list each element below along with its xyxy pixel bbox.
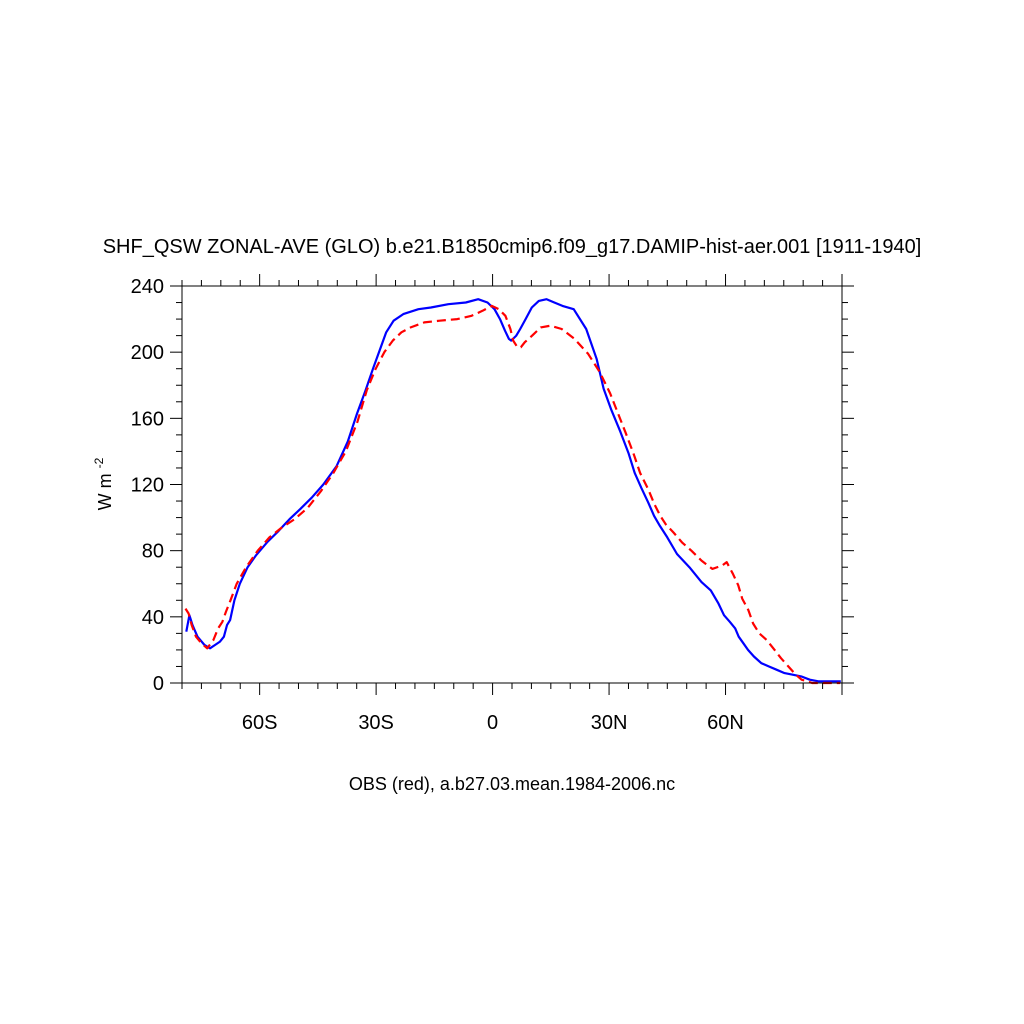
x-tick-label: 60N	[707, 712, 744, 734]
x-tick-labels: 60S 30S 0 30N 60N	[242, 712, 744, 734]
tick-marks	[170, 274, 854, 695]
y-axis-label: W m -2	[92, 457, 115, 510]
x-axis-label: OBS (red), a.b27.03.mean.1984-2006.nc	[349, 774, 675, 794]
series-line-1	[185, 298, 841, 683]
y-tick-label: 0	[153, 673, 164, 695]
y-tick-label: 120	[131, 475, 164, 497]
y-tick-label: 160	[131, 408, 164, 430]
y-tick-label: 240	[131, 276, 164, 298]
chart-title: SHF_QSW ZONAL-AVE (GLO) b.e21.B1850cmip6…	[103, 236, 922, 258]
y-tick-label: 40	[142, 607, 164, 629]
y-axis-label-sup: -2	[92, 457, 106, 468]
series-layer	[184, 298, 841, 685]
x-tick-label: 30N	[591, 712, 628, 734]
x-tick-label: 30S	[358, 712, 394, 734]
y-axis-label-base: W m	[95, 473, 115, 510]
y-tick-labels: 0 40 80 120 160 200 240	[131, 276, 164, 695]
x-tick-label: 60S	[242, 712, 278, 734]
y-tick-label: 80	[142, 541, 164, 563]
y-tick-label: 200	[131, 342, 164, 364]
x-tick-label: 0	[487, 712, 498, 734]
series-line-2	[184, 304, 841, 685]
plot-area	[181, 285, 843, 684]
